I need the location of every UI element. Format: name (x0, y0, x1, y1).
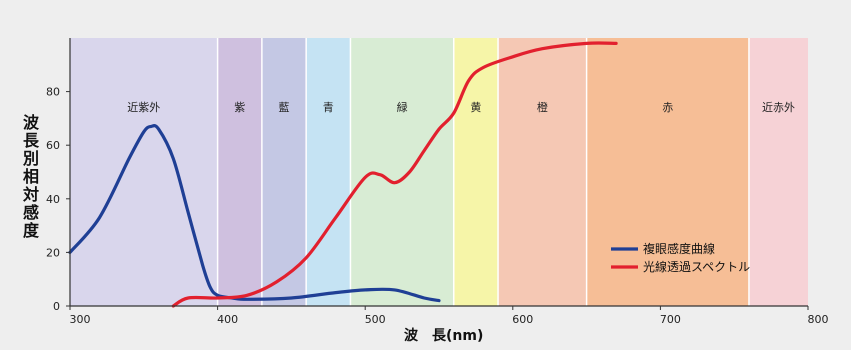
tick-labels: 300 400 500 600 700 800 0 20 40 60 80 (46, 86, 829, 326)
x-tick-label: 600 (512, 313, 533, 326)
band-2 (261, 38, 307, 306)
y-axis-title: 波長別相対感度 (22, 113, 40, 240)
color-band-labels: 近紫外 紫 藍 青 緑 黄 橙 赤 近赤外 (127, 100, 795, 114)
y-tick-label: 80 (46, 86, 60, 99)
band-label: 青 (323, 101, 334, 114)
band-label: 近紫外 (127, 101, 160, 114)
x-tick-label: 800 (808, 313, 829, 326)
series-line-0 (68, 124, 441, 303)
band-label: 近赤外 (762, 101, 795, 114)
x-tick-label: 300 (70, 313, 91, 326)
band-label: 黄 (470, 100, 481, 114)
band-label: 藍 (279, 101, 290, 114)
band-5 (453, 38, 499, 306)
band-6 (498, 38, 587, 306)
band-label: 赤 (662, 101, 673, 114)
series-line-1 (171, 41, 618, 308)
band-label: 緑 (397, 100, 408, 114)
legend-label: 複眼感度曲線 (643, 241, 715, 256)
band-8 (748, 38, 808, 306)
band-7 (586, 38, 749, 306)
x-tick-label: 500 (365, 313, 386, 326)
x-axis-title: 波 長(nm) (404, 327, 483, 344)
x-tick-label: 700 (660, 313, 681, 326)
band-1 (217, 38, 262, 306)
y-tick-label: 40 (46, 193, 60, 206)
band-label: 橙 (537, 100, 548, 114)
y-tick-label: 0 (53, 300, 60, 313)
x-tick-label: 400 (217, 313, 238, 326)
band-0 (70, 38, 218, 306)
legend-label: 光線透過スペクトル (643, 259, 750, 274)
axes (69, 38, 808, 307)
color-bands (70, 38, 808, 306)
y-tick-label: 60 (46, 139, 60, 152)
band-label: 紫 (234, 101, 245, 114)
series-lines (68, 41, 618, 308)
y-tick-label: 20 (46, 246, 60, 259)
band-4 (350, 38, 454, 306)
band-3 (306, 38, 351, 306)
